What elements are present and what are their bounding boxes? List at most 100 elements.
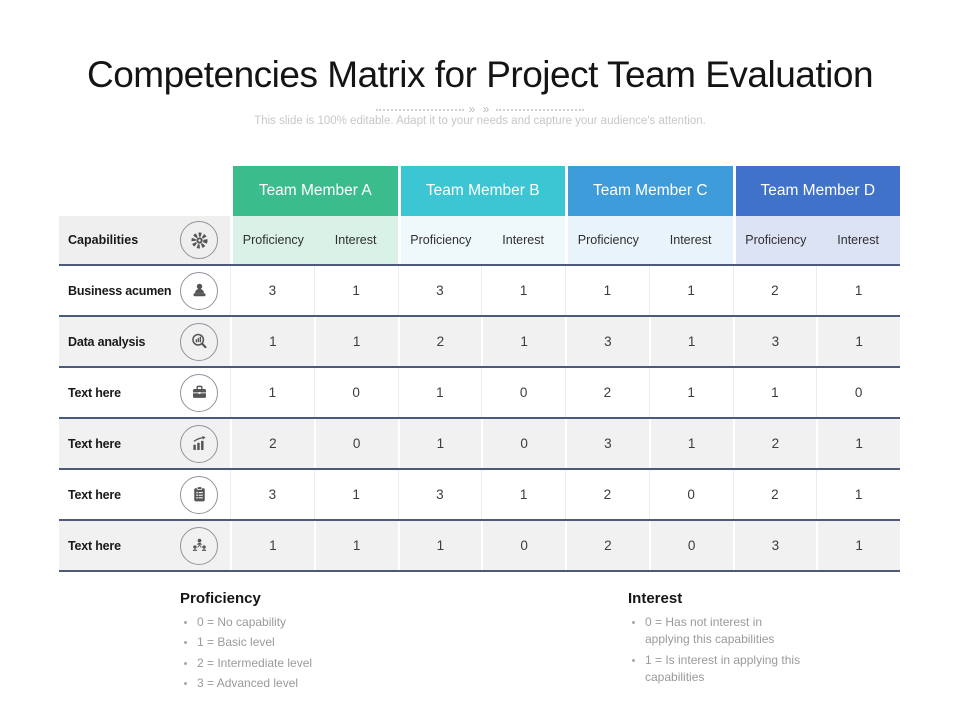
value-cell: 3 — [732, 317, 817, 366]
row-label-cell: Data analysis — [59, 317, 230, 366]
header-spacer — [59, 166, 230, 216]
team-d-header: Team Member D — [732, 166, 900, 216]
value-cell: 3 — [565, 419, 649, 468]
subheader-row: Capabilities Proficiency Interest Profic… — [59, 216, 900, 266]
value-cell: 2 — [397, 317, 482, 366]
value-cell: 2 — [732, 266, 817, 315]
table-row-text-here-4: Text here 1 1 1 0 2 0 — [59, 521, 900, 572]
team-c-label: Team Member C — [592, 182, 708, 199]
value-cell: 1 — [648, 266, 733, 315]
team-d-label: Team Member D — [760, 182, 876, 199]
value-cell: 2 — [732, 470, 817, 519]
value-cell: 2 — [565, 368, 649, 417]
value-cell: 0 — [481, 368, 565, 417]
table-row-text-here-2: Text here 2 0 1 0 3 1 2 1 — [59, 419, 900, 470]
value-cell: 3 — [565, 317, 649, 366]
chevron-arrows-icon: » » — [468, 102, 492, 116]
proficiency-legend-title: Proficiency — [180, 590, 261, 607]
interest-legend-list: 0 = Has not interest in applying this ca… — [628, 614, 810, 687]
value-cell: 1 — [816, 470, 900, 519]
value-cell: 0 — [481, 419, 565, 468]
page-title: Competencies Matrix for Project Team Eva… — [86, 54, 874, 95]
row-label-cell: Text here — [59, 521, 230, 570]
org-chart-icon — [180, 526, 218, 565]
person-desk-icon — [180, 271, 218, 310]
subheader-interest: Interest — [313, 216, 398, 264]
value-cell: 1 — [816, 266, 900, 315]
value-cell: 2 — [230, 419, 314, 468]
subheader-interest: Interest — [481, 216, 565, 264]
briefcase-icon — [180, 373, 218, 412]
value-cell: 1 — [397, 368, 482, 417]
value-cell: 0 — [648, 470, 733, 519]
interest-legend: Interest 0 = Has not interest in applyin… — [628, 590, 810, 690]
capabilities-header-cell: Capabilities — [59, 216, 230, 264]
subheader-proficiency: Proficiency — [397, 216, 482, 264]
subheader-proficiency: Proficiency — [732, 216, 817, 264]
dotted-line — [496, 109, 585, 111]
value-cell: 1 — [816, 419, 900, 468]
value-cell: 2 — [565, 521, 649, 570]
row-label: Text here — [68, 436, 121, 451]
slide-subtitle: This slide is 100% editable. Adapt it to… — [254, 115, 706, 127]
legend-item: 0 = No capability — [197, 614, 312, 631]
row-label: Business acumen — [68, 283, 172, 298]
team-b-label: Team Member B — [425, 182, 540, 199]
team-c-header: Team Member C — [565, 166, 733, 216]
value-cell: 0 — [648, 521, 733, 570]
value-cell: 1 — [230, 368, 314, 417]
value-cell: 1 — [313, 317, 398, 366]
value-cell: 1 — [313, 470, 398, 519]
row-label: Text here — [68, 538, 121, 553]
value-cell: 0 — [816, 368, 900, 417]
value-cell: 1 — [816, 317, 900, 366]
row-label: Text here — [68, 487, 121, 502]
row-label: Data analysis — [68, 334, 146, 349]
value-cell: 1 — [481, 470, 565, 519]
proficiency-legend-list: 0 = No capability 1 = Basic level 2 = In… — [180, 614, 312, 693]
table-row-text-here-1: Text here 1 0 1 0 2 1 1 0 — [59, 368, 900, 419]
value-cell: 1 — [481, 317, 565, 366]
subheader-interest: Interest — [648, 216, 733, 264]
value-cell: 1 — [565, 266, 649, 315]
value-cell: 1 — [648, 317, 733, 366]
search-chart-icon — [180, 322, 218, 361]
value-cell: 2 — [732, 419, 817, 468]
legend-item: 2 = Intermediate level — [197, 655, 312, 672]
row-label-cell: Text here — [59, 470, 230, 519]
value-cell: 3 — [397, 470, 482, 519]
row-label-cell: Text here — [59, 368, 230, 417]
value-cell: 1 — [816, 521, 900, 570]
value-cell: 1 — [648, 368, 733, 417]
capabilities-label: Capabilities — [68, 233, 139, 247]
gear-icon — [180, 221, 218, 259]
value-cell: 0 — [313, 419, 398, 468]
competency-matrix-table: Team Member A Team Member B Team Member … — [59, 166, 900, 572]
team-a-header: Team Member A — [230, 166, 398, 216]
team-header-row: Team Member A Team Member B Team Member … — [59, 166, 900, 216]
value-cell: 1 — [313, 266, 398, 315]
value-cell: 2 — [565, 470, 649, 519]
value-cell: 0 — [313, 368, 398, 417]
growth-chart-icon — [180, 424, 218, 463]
value-cell: 0 — [481, 521, 565, 570]
proficiency-legend: Proficiency 0 = No capability 1 = Basic … — [180, 590, 312, 696]
value-cell: 1 — [230, 521, 314, 570]
row-label-cell: Text here — [59, 419, 230, 468]
value-cell: 3 — [397, 266, 482, 315]
table-row-data-analysis: Data analysis 1 1 2 1 3 1 3 1 — [59, 317, 900, 368]
subheader-proficiency: Proficiency — [565, 216, 649, 264]
value-cell: 3 — [732, 521, 817, 570]
legend-item: 1 = Is interest in applying this capabil… — [645, 652, 810, 687]
value-cell: 3 — [230, 266, 314, 315]
value-cell: 1 — [397, 419, 482, 468]
value-cell: 3 — [230, 470, 314, 519]
value-cell: 1 — [230, 317, 314, 366]
legend-item: 0 = Has not interest in applying this ca… — [645, 614, 810, 649]
table-row-text-here-3: Text here 3 1 3 1 2 0 2 1 — [59, 470, 900, 521]
value-cell: 1 — [732, 368, 817, 417]
value-cell: 1 — [481, 266, 565, 315]
subheader-interest: Interest — [816, 216, 900, 264]
value-cell: 1 — [397, 521, 482, 570]
